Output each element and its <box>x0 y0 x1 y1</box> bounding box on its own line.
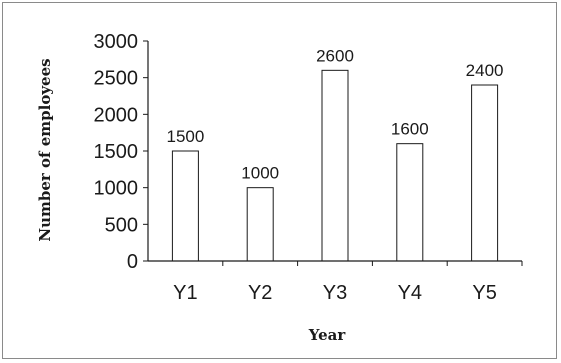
y-tick-label: 3000 <box>94 31 139 53</box>
y-tick-label: 1000 <box>94 178 139 200</box>
x-tick-label-y1: Y1 <box>173 282 197 304</box>
bar-y4 <box>396 143 424 262</box>
data-labels: 1500 1000 2600 1600 2400 <box>166 46 503 182</box>
chart-frame <box>2 2 557 359</box>
x-tick-label-y3: Y3 <box>323 282 347 304</box>
x-axis-title: Year <box>308 326 347 344</box>
data-label-y5: 2400 <box>466 61 504 80</box>
data-label-y1: 1500 <box>166 127 204 146</box>
bar-y1 <box>171 150 199 262</box>
x-tick-label-y2: Y2 <box>248 282 272 304</box>
bar-y2 <box>246 187 274 262</box>
data-label-y2: 1000 <box>241 164 279 183</box>
y-axis-ticks: 0 500 1000 1500 2000 2500 3000 <box>94 31 148 273</box>
y-tick-label: 2000 <box>94 104 139 126</box>
bar-y3 <box>321 69 349 262</box>
y-axis-title: Number of employees <box>36 58 54 241</box>
x-axis-ticks: Y1 Y2 Y3 Y4 Y5 <box>173 261 523 304</box>
y-tick-label: 2500 <box>94 68 139 90</box>
bar-y5 <box>471 84 499 262</box>
data-label-y3: 2600 <box>316 46 354 65</box>
y-tick-label: 0 <box>127 251 138 273</box>
y-tick-label: 1500 <box>94 141 139 163</box>
data-label-y4: 1600 <box>391 120 429 139</box>
bars <box>171 69 499 262</box>
y-tick-label: 500 <box>105 214 138 236</box>
x-tick-label-y4: Y4 <box>398 282 422 304</box>
x-tick-label-y5: Y5 <box>472 282 496 304</box>
